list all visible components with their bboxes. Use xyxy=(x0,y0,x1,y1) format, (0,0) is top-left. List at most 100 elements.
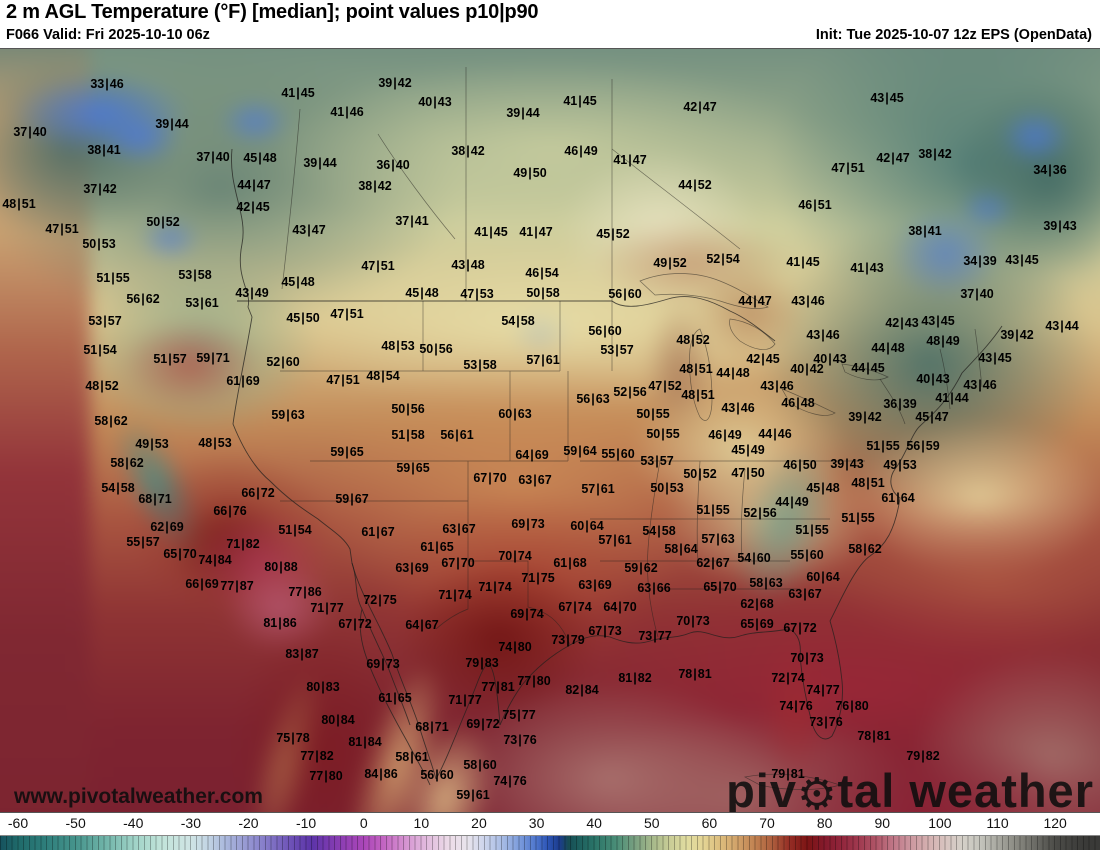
point-value-label: 43|45 xyxy=(1005,253,1039,267)
point-value-label: 53|58 xyxy=(178,268,212,282)
point-value-label: 60|63 xyxy=(498,407,532,421)
point-value-label: 67|72 xyxy=(783,621,817,635)
point-value-label: 49|52 xyxy=(653,256,687,270)
point-value-label: 54|58 xyxy=(101,481,135,495)
point-value-label: 65|70 xyxy=(703,580,737,594)
point-value-label: 58|62 xyxy=(94,414,128,428)
point-value-label: 73|76 xyxy=(809,715,843,729)
point-value-label: 43|44 xyxy=(1045,319,1079,333)
point-value-label: 44|52 xyxy=(678,178,712,192)
point-value-label: 54|60 xyxy=(737,551,771,565)
colorbar-tick: 40 xyxy=(586,815,602,831)
point-value-label: 45|48 xyxy=(806,481,840,495)
point-value-label: 77|80 xyxy=(517,674,551,688)
point-value-label: 48|49 xyxy=(926,334,960,348)
colorbar-tick: -50 xyxy=(65,815,86,831)
point-value-label: 39|42 xyxy=(378,76,412,90)
point-value-label: 71|75 xyxy=(521,571,555,585)
point-value-label: 36|39 xyxy=(883,397,917,411)
point-value-label: 36|40 xyxy=(376,158,410,172)
point-value-label: 52|56 xyxy=(613,385,647,399)
point-value-label: 75|77 xyxy=(502,708,536,722)
point-value-label: 64|69 xyxy=(515,448,549,462)
point-value-label: 69|72 xyxy=(466,717,500,731)
point-value-label: 48|53 xyxy=(381,339,415,353)
point-value-label: 76|80 xyxy=(835,699,869,713)
colorbar-tick: 10 xyxy=(413,815,430,831)
point-value-label: 71|77 xyxy=(310,601,344,615)
point-value-label: 45|48 xyxy=(405,286,439,300)
point-value-label: 47|52 xyxy=(648,379,682,393)
point-value-label: 80|83 xyxy=(306,680,340,694)
point-value-label: 39|44 xyxy=(303,156,337,170)
point-value-label: 77|82 xyxy=(300,749,334,763)
point-value-label: 42|43 xyxy=(885,316,919,330)
point-value-label: 61|64 xyxy=(881,491,915,505)
colorbar-tick: 120 xyxy=(1043,815,1067,831)
point-value-label: 50|55 xyxy=(646,427,680,441)
point-value-label: 43|46 xyxy=(791,294,825,308)
point-value-label: 73|79 xyxy=(551,633,585,647)
point-value-label: 53|57 xyxy=(600,343,634,357)
point-value-label: 50|56 xyxy=(419,342,453,356)
point-value-label: 39|42 xyxy=(848,410,882,424)
point-value-label: 58|62 xyxy=(110,456,144,470)
point-value-label: 45|48 xyxy=(243,151,277,165)
point-value-label: 45|48 xyxy=(281,275,315,289)
point-value-label: 38|42 xyxy=(358,179,392,193)
point-value-label: 61|65 xyxy=(420,540,454,554)
point-value-label: 80|84 xyxy=(321,713,355,727)
point-value-label: 60|64 xyxy=(570,519,604,533)
point-value-label: 68|71 xyxy=(415,720,449,734)
point-value-label: 50|52 xyxy=(146,215,180,229)
point-value-label: 58|63 xyxy=(749,576,783,590)
point-value-label: 39|44 xyxy=(155,117,189,131)
point-value-label: 62|69 xyxy=(150,520,184,534)
point-value-label: 46|49 xyxy=(564,144,598,158)
gear-icon: ⚙ xyxy=(797,770,838,813)
point-value-label: 37|40 xyxy=(13,125,47,139)
colorbar-tick: 100 xyxy=(928,815,952,831)
init-time-label: Init: Tue 2025-10-07 12z EPS (OpenData) xyxy=(815,27,1092,43)
colorbar-tick: 0 xyxy=(359,815,368,831)
point-value-label: 50|55 xyxy=(636,407,670,421)
point-value-label: 60|64 xyxy=(806,570,840,584)
point-value-label: 48|52 xyxy=(85,379,119,393)
point-value-label: 42|47 xyxy=(876,151,910,165)
point-value-label: 51|54 xyxy=(278,523,312,537)
brand-text-right: tal weather xyxy=(837,764,1094,813)
point-value-label: 50|58 xyxy=(526,286,560,300)
colorbar-tick-labels: -60 -50 -40 -30 -20 -10 0 10 20 30 40 50 60 70 80 90 100… xyxy=(0,814,1100,834)
point-value-label: 39|44 xyxy=(506,106,540,120)
point-value-label: 79|82 xyxy=(906,749,940,763)
point-value-label: 56|61 xyxy=(440,428,474,442)
point-value-label: 47|51 xyxy=(326,373,360,387)
point-value-label: 65|69 xyxy=(740,617,774,631)
point-value-label: 67|70 xyxy=(473,471,507,485)
colorbar-tick: -40 xyxy=(123,815,144,831)
point-value-label: 52|56 xyxy=(743,506,777,520)
point-value-label: 41|47 xyxy=(519,225,553,239)
point-value-label: 56|59 xyxy=(906,439,940,453)
point-value-label: 70|73 xyxy=(790,651,824,665)
point-value-label: 54|58 xyxy=(642,524,676,538)
point-value-label: 42|45 xyxy=(236,200,270,214)
point-value-label: 43|45 xyxy=(870,91,904,105)
colorbar: -60 -50 -40 -30 -20 -10 0 10 20 30 40 50 60 70 80 90 100… xyxy=(0,814,1100,850)
point-value-label: 44|45 xyxy=(851,361,885,375)
point-value-label: 67|70 xyxy=(441,556,475,570)
point-value-label: 47|51 xyxy=(831,161,865,175)
valid-time-label: F066 Valid: Fri 2025-10-10 06z xyxy=(6,27,210,43)
point-value-label: 42|45 xyxy=(746,352,780,366)
point-value-label: 71|77 xyxy=(448,693,482,707)
point-value-label: 53|57 xyxy=(640,454,674,468)
point-value-label: 71|82 xyxy=(226,537,260,551)
point-value-label: 72|74 xyxy=(771,671,805,685)
point-value-label: 59|65 xyxy=(330,445,364,459)
point-value-label: 52|54 xyxy=(706,252,740,266)
point-value-label: 43|49 xyxy=(235,286,269,300)
colorbar-tick: 50 xyxy=(644,815,660,831)
point-value-label: 38|42 xyxy=(451,144,485,158)
colorbar-tick: 110 xyxy=(986,815,1009,831)
point-value-label: 38|42 xyxy=(918,147,952,161)
